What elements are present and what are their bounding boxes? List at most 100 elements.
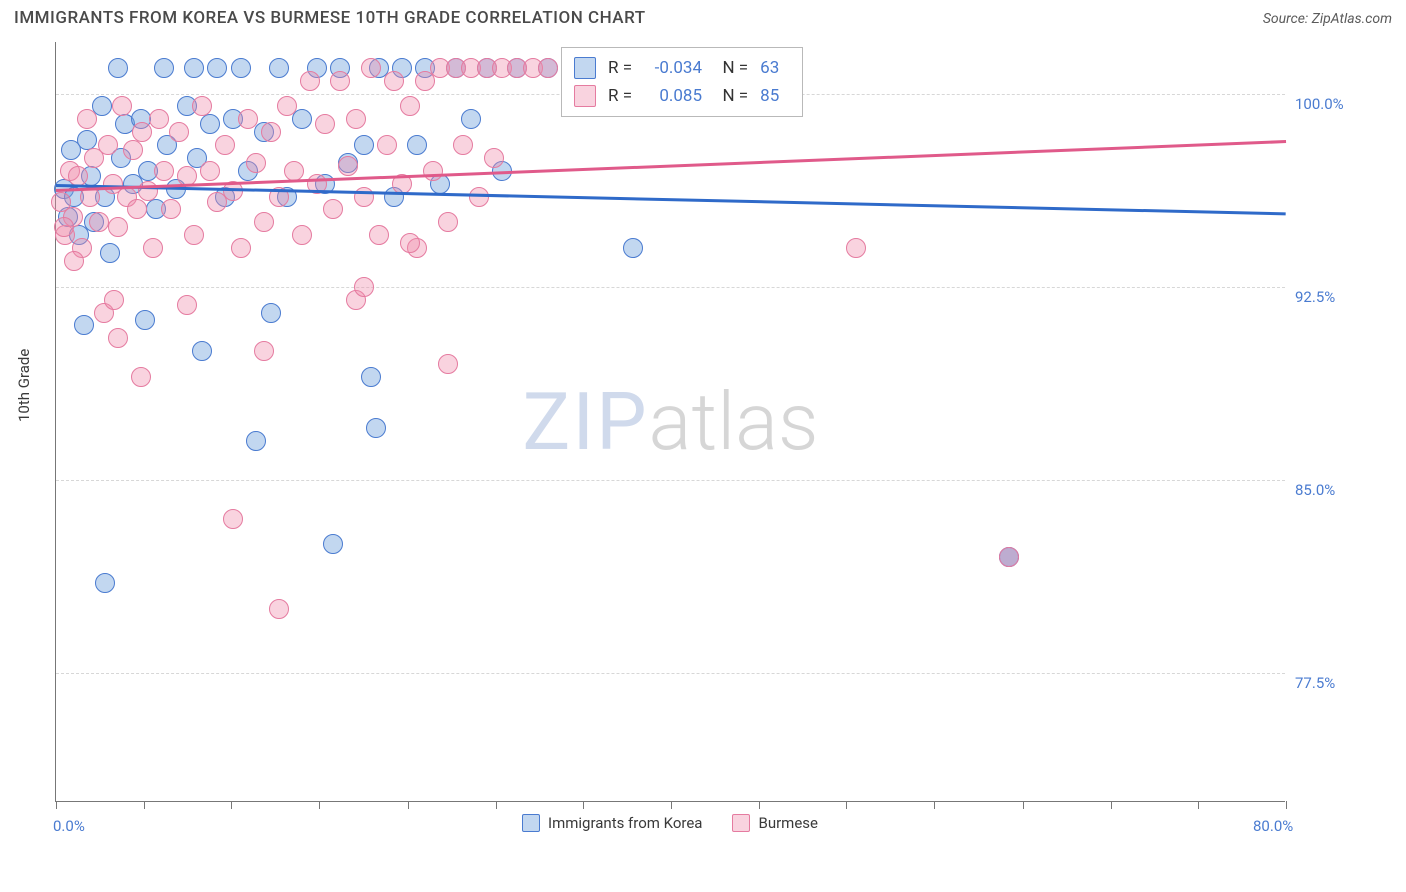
watermark: ZIPatlas bbox=[522, 375, 818, 469]
r-value: -0.034 bbox=[644, 54, 702, 82]
data-point bbox=[108, 58, 128, 78]
data-point bbox=[207, 58, 227, 78]
data-point bbox=[77, 130, 97, 150]
data-point bbox=[131, 367, 151, 387]
data-point bbox=[154, 161, 174, 181]
data-point bbox=[149, 109, 169, 129]
x-tick bbox=[144, 801, 145, 809]
data-point bbox=[68, 166, 88, 186]
data-point bbox=[354, 187, 374, 207]
data-point bbox=[277, 96, 297, 116]
trend-line bbox=[56, 184, 1286, 215]
watermark-zip: ZIP bbox=[522, 375, 648, 469]
legend-swatch bbox=[574, 85, 596, 107]
data-point bbox=[384, 71, 404, 91]
y-axis-title: 10th Grade bbox=[15, 349, 33, 422]
data-point bbox=[77, 109, 97, 129]
gridline bbox=[56, 480, 1285, 481]
data-point bbox=[461, 109, 481, 129]
data-point bbox=[154, 58, 174, 78]
x-tick bbox=[846, 801, 847, 809]
data-point bbox=[98, 135, 118, 155]
data-point bbox=[231, 58, 251, 78]
data-point bbox=[438, 212, 458, 232]
data-point bbox=[469, 187, 489, 207]
x-tick bbox=[759, 801, 760, 809]
chart-title: IMMIGRANTS FROM KOREA VS BURMESE 10TH GR… bbox=[14, 8, 646, 28]
data-point bbox=[223, 509, 243, 529]
legend-label: Burmese bbox=[758, 814, 818, 832]
n-value: 85 bbox=[760, 82, 790, 110]
data-point bbox=[453, 135, 473, 155]
data-point bbox=[254, 341, 274, 361]
data-point bbox=[135, 310, 155, 330]
data-point bbox=[192, 96, 212, 116]
x-tick bbox=[1286, 801, 1287, 809]
n-label: N = bbox=[714, 82, 748, 110]
data-point bbox=[400, 96, 420, 116]
x-tick bbox=[319, 801, 320, 809]
data-point bbox=[169, 122, 189, 142]
legend-swatch bbox=[522, 814, 540, 832]
data-point bbox=[292, 225, 312, 245]
data-point bbox=[484, 148, 504, 168]
watermark-atlas: atlas bbox=[649, 375, 819, 469]
data-point bbox=[143, 238, 163, 258]
data-point bbox=[846, 238, 866, 258]
data-point bbox=[192, 341, 212, 361]
data-point bbox=[315, 114, 335, 134]
legend-row: R =-0.034 N =63 bbox=[574, 54, 790, 82]
data-point bbox=[261, 122, 281, 142]
bottom-legend-item: Immigrants from Korea bbox=[522, 814, 702, 832]
data-point bbox=[361, 58, 381, 78]
data-point bbox=[100, 243, 120, 263]
gridline bbox=[56, 287, 1285, 288]
data-point bbox=[112, 96, 132, 116]
data-point bbox=[369, 225, 389, 245]
data-point bbox=[177, 295, 197, 315]
x-tick bbox=[934, 801, 935, 809]
data-point bbox=[292, 109, 312, 129]
data-point bbox=[338, 156, 358, 176]
data-point bbox=[89, 212, 109, 232]
data-point bbox=[330, 71, 350, 91]
data-point bbox=[54, 217, 74, 237]
data-point bbox=[95, 573, 115, 593]
x-tick bbox=[496, 801, 497, 809]
legend-label: Immigrants from Korea bbox=[548, 814, 702, 832]
data-point bbox=[108, 217, 128, 237]
data-point bbox=[108, 328, 128, 348]
r-label: R = bbox=[608, 82, 632, 110]
data-point bbox=[361, 367, 381, 387]
y-tick-label: 85.0% bbox=[1295, 481, 1335, 499]
data-point bbox=[623, 238, 643, 258]
data-point bbox=[407, 135, 427, 155]
legend-row: R =0.085 N =85 bbox=[574, 82, 790, 110]
data-point bbox=[123, 140, 143, 160]
data-point bbox=[200, 114, 220, 134]
data-point bbox=[538, 58, 558, 78]
data-point bbox=[238, 109, 258, 129]
plot-area: ZIPatlas R =-0.034 N =63R =0.085 N =85 bbox=[55, 42, 1285, 802]
data-point bbox=[284, 161, 304, 181]
data-point bbox=[323, 199, 343, 219]
n-value: 63 bbox=[760, 54, 790, 82]
data-point bbox=[127, 199, 147, 219]
data-point bbox=[254, 212, 274, 232]
data-point bbox=[161, 199, 181, 219]
x-tick bbox=[671, 801, 672, 809]
data-point bbox=[354, 135, 374, 155]
data-point bbox=[200, 161, 220, 181]
data-point bbox=[269, 58, 289, 78]
bottom-legend: Immigrants from Korea Burmese bbox=[55, 814, 1285, 832]
n-label: N = bbox=[714, 54, 748, 82]
data-point bbox=[231, 238, 251, 258]
x-tick bbox=[1111, 801, 1112, 809]
x-tick bbox=[583, 801, 584, 809]
data-point bbox=[999, 547, 1019, 567]
x-tick bbox=[56, 801, 57, 809]
x-tick bbox=[1023, 801, 1024, 809]
x-tick bbox=[1198, 801, 1199, 809]
legend-swatch bbox=[732, 814, 750, 832]
data-point bbox=[184, 225, 204, 245]
